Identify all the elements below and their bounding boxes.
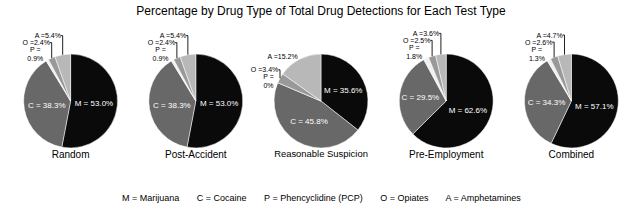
svg-text:M = 53.0%: M = 53.0% (75, 99, 113, 108)
svg-text:O =2.4%: O =2.4% (148, 39, 175, 46)
svg-text:M = 62.6%: M = 62.6% (449, 106, 487, 115)
svg-text:O =2.5%: O =2.5% (403, 37, 430, 44)
svg-text:A =4.7%: A =4.7% (536, 32, 562, 39)
svg-text:Combined: Combined (549, 149, 595, 160)
svg-text:Post-Accident: Post-Accident (165, 149, 227, 160)
svg-text:C = 38.3%: C = 38.3% (153, 101, 191, 110)
svg-text:O =2.4%: O =2.4% (22, 39, 49, 46)
svg-text:M = Marijuana C = Cocain: M = Marijuana C = Cocaine P = Phencyclid… (122, 193, 521, 203)
svg-text:O =3.4%: O =3.4% (251, 66, 278, 73)
svg-text:O =2.6%: O =2.6% (525, 39, 552, 46)
svg-text:A =5.4%: A =5.4% (35, 32, 61, 39)
svg-text:M = 53.0%: M = 53.0% (200, 99, 238, 108)
svg-text:C = 34.3%: C = 34.3% (528, 98, 566, 107)
svg-text:Random: Random (52, 149, 90, 160)
svg-text:M = 57.1%: M = 57.1% (575, 102, 613, 111)
svg-text:C = 45.8%: C = 45.8% (290, 117, 328, 126)
svg-text:A =5.4%: A =5.4% (160, 32, 186, 39)
svg-text:P =0%: P =0% (263, 73, 274, 89)
svg-text:A =15.2%: A =15.2% (268, 53, 298, 60)
svg-text:M = 35.6%: M = 35.6% (324, 86, 362, 95)
svg-text:Percentage by Drug Type of Tot: Percentage by Drug Type of Total Drug De… (136, 4, 506, 18)
svg-text:P =1.8%: P =1.8% (406, 44, 422, 60)
svg-text:C = 29.5%: C = 29.5% (402, 93, 440, 102)
svg-text:P =0.9%: P =0.9% (153, 46, 169, 62)
svg-text:A =3.6%: A =3.6% (413, 30, 439, 37)
svg-text:C = 38.3%: C = 38.3% (28, 101, 66, 110)
svg-text:P =1.3%: P =1.3% (529, 46, 545, 62)
svg-text:Pre-Employment: Pre-Employment (409, 149, 484, 160)
svg-text:Reasonable Suspicion: Reasonable Suspicion (274, 148, 368, 159)
svg-text:P =0.9%: P =0.9% (27, 46, 43, 62)
